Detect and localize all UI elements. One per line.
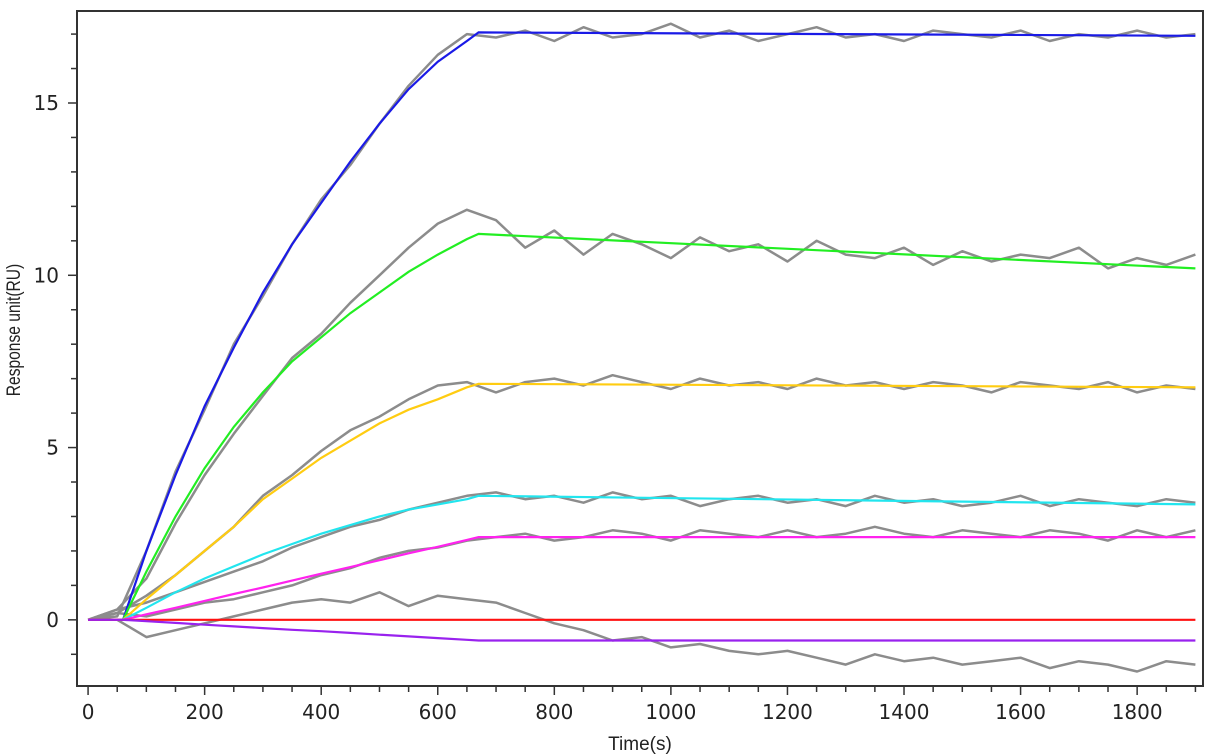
x-tick-label: 1400 [879, 700, 930, 724]
x-tick-label: 1200 [762, 700, 813, 724]
y-tick-label: 5 [46, 436, 59, 460]
plot-frame [76, 10, 1204, 687]
y-tick-label: 15 [34, 91, 59, 115]
measured-trace-1 [87, 22, 1196, 622]
x-tick-label: 600 [419, 700, 457, 724]
x-tick-label: 0 [82, 700, 95, 724]
y-tick-label: 10 [34, 263, 59, 287]
x-tick-label: 800 [535, 700, 573, 724]
x-tick-label: 1800 [1112, 700, 1163, 724]
y-axis-title: Response unit(RU) [3, 264, 25, 396]
fit-curve-4 [88, 494, 1196, 621]
fit-curve-2 [88, 232, 1196, 621]
x-axis-title: Time(s) [608, 734, 672, 755]
x-tick-label: 1000 [645, 700, 696, 724]
fit-curve-1 [88, 31, 1196, 621]
fit-curve-7 [88, 618, 1196, 642]
y-tick-label: 0 [46, 608, 59, 632]
x-tick-label: 1600 [995, 700, 1046, 724]
measured-traces [87, 22, 1196, 673]
fit-curve-3 [88, 382, 1196, 621]
measured-trace-6 [88, 591, 1196, 673]
y-axis: 0 5 10 15 [34, 33, 77, 656]
x-axis: 0 200 400 600 800 1000 1200 1400 1600 1800 [82, 686, 1197, 724]
measured-trace-5 [87, 525, 1196, 622]
fitted-curves [88, 31, 1196, 642]
measured-trace-4 [87, 491, 1196, 621]
x-tick-label: 400 [302, 700, 340, 724]
fit-curve-5 [88, 536, 1196, 621]
x-tick-label: 200 [186, 700, 224, 724]
